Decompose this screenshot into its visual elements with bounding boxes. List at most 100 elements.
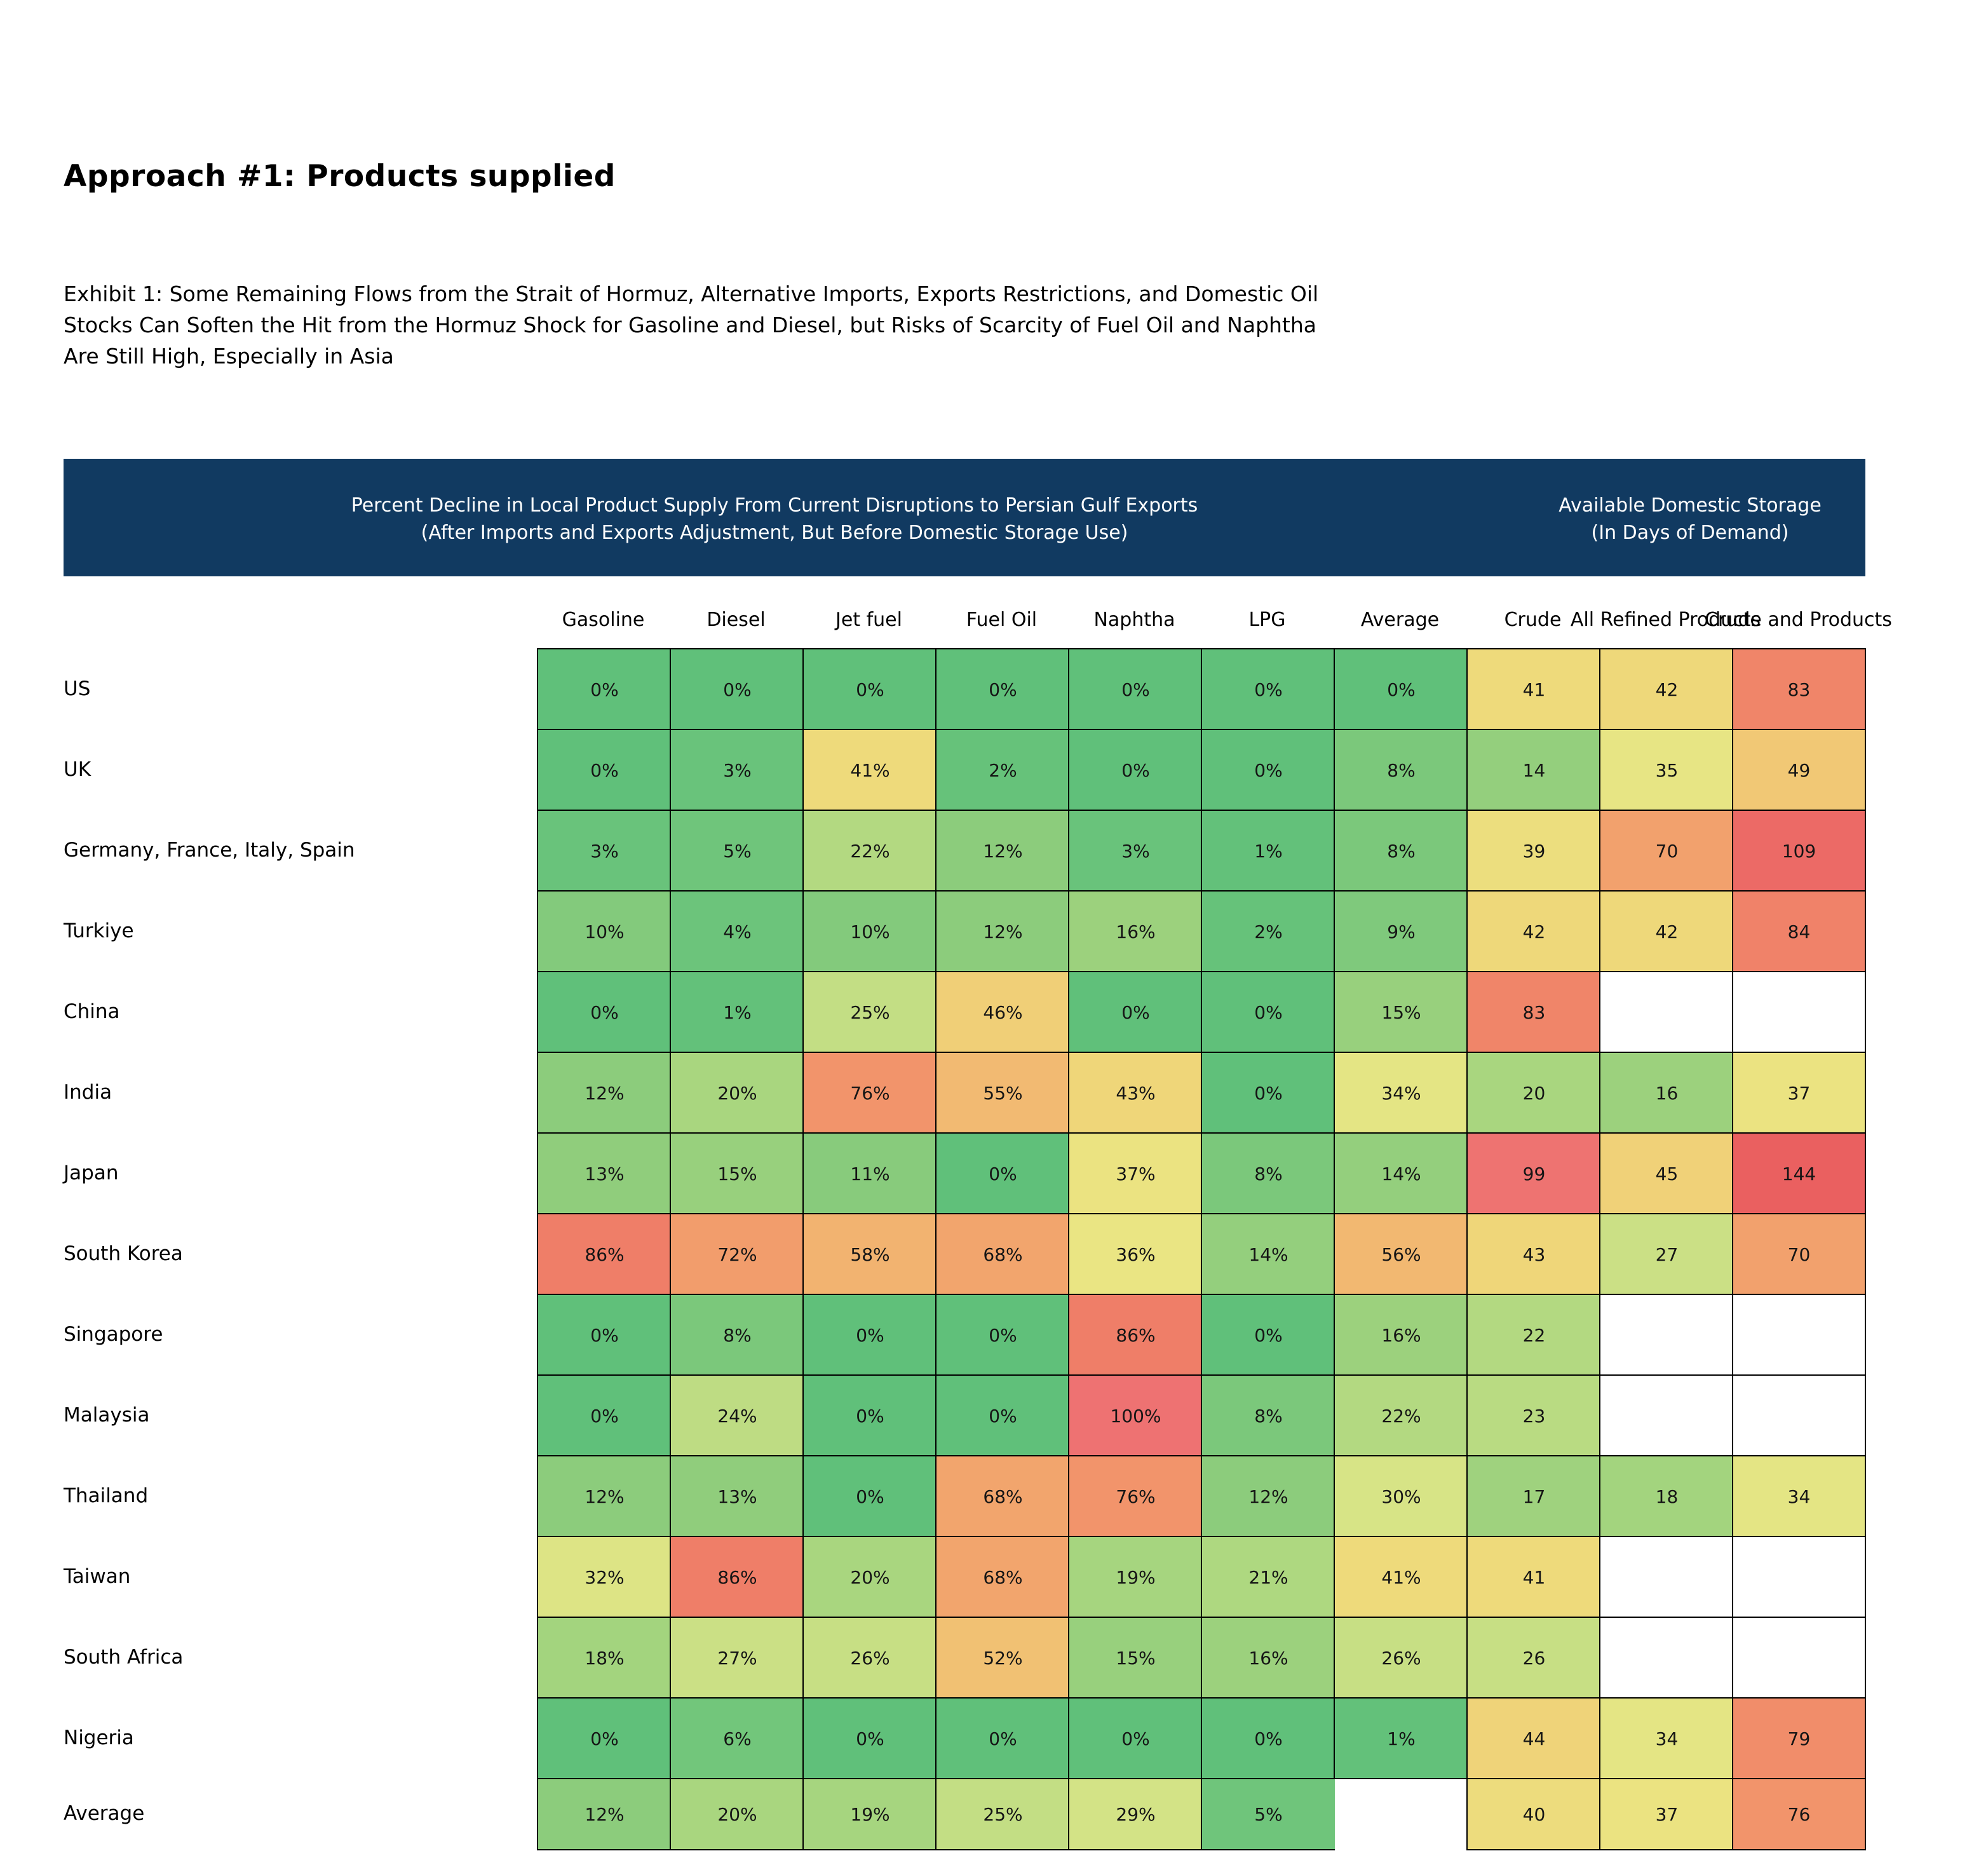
col-header-jet-fuel: Jet fuel	[835, 609, 902, 631]
heatmap-cell: 34	[1599, 1697, 1733, 1779]
heatmap-cell: 0%	[1068, 729, 1202, 811]
heatmap-cell: 16%	[1334, 1294, 1468, 1376]
heatmap-cell: 1%	[1201, 810, 1335, 892]
heatmap-cell	[1599, 971, 1733, 1053]
heatmap-cell: 0%	[1068, 648, 1202, 730]
heatmap-cell: 44	[1466, 1697, 1600, 1779]
heatmap-cell: 13%	[537, 1132, 671, 1214]
heatmap-cell: 41	[1466, 1536, 1600, 1618]
heatmap-cell: 0%	[537, 1374, 671, 1456]
heatmap-cell: 14%	[1201, 1213, 1335, 1295]
col-header-diesel: Diesel	[707, 609, 766, 631]
heatmap-cell	[1599, 1536, 1733, 1618]
header-banner: Percent Decline in Local Product Supply …	[64, 459, 1865, 576]
heatmap-cell: 144	[1732, 1132, 1866, 1214]
heatmap-cell: 26%	[802, 1617, 937, 1699]
heatmap-cell: 42	[1466, 890, 1600, 972]
heatmap-cell: 68%	[935, 1455, 1069, 1537]
heatmap-cell: 12%	[935, 810, 1069, 892]
heatmap-cell: 1%	[670, 971, 804, 1053]
heatmap-cell: 0%	[537, 729, 671, 811]
heatmap-cell: 26	[1466, 1617, 1600, 1699]
heatmap-cell: 12%	[935, 890, 1069, 972]
heatmap-cell: 0%	[935, 1294, 1069, 1376]
col-header-gasoline: Gasoline	[562, 609, 645, 631]
exhibit-subtitle-line-1: Exhibit 1: Some Remaining Flows from the…	[64, 281, 1319, 306]
banner-percent-decline-title: Percent Decline in Local Product Supply …	[351, 492, 1198, 546]
row-label-india: India	[64, 1080, 112, 1104]
row-label-turkiye: Turkiye	[64, 919, 134, 942]
heatmap-cell: 70	[1599, 810, 1733, 892]
heatmap-cell: 0%	[1068, 1697, 1202, 1779]
heatmap-cell: 12%	[537, 1778, 671, 1850]
heatmap-cell: 83	[1732, 648, 1866, 730]
heatmap-cell: 45	[1599, 1132, 1733, 1214]
heatmap-cell: 0%	[802, 1374, 937, 1456]
heatmap-cell: 25%	[935, 1778, 1069, 1850]
heatmap-cell: 0%	[935, 1374, 1069, 1456]
heatmap-cell: 3%	[670, 729, 804, 811]
exhibit-subtitle-line-2: Stocks Can Soften the Hit from the Hormu…	[64, 313, 1317, 337]
heatmap-cell: 1%	[1334, 1697, 1468, 1779]
heatmap-cell: 0%	[802, 1455, 937, 1537]
heatmap-cell: 20%	[670, 1052, 804, 1134]
row-label-taiwan: Taiwan	[64, 1564, 131, 1588]
row-label-thailand: Thailand	[64, 1484, 149, 1507]
heatmap-cell: 0%	[670, 648, 804, 730]
heatmap-cell: 16%	[1201, 1617, 1335, 1699]
heatmap-cell: 8%	[1201, 1132, 1335, 1214]
heatmap-cell: 83	[1466, 971, 1600, 1053]
banner-percent-decline-line-2: (After Imports and Exports Adjustment, B…	[421, 522, 1128, 544]
banner-storage-title: Available Domestic Storage (In Days of D…	[1559, 492, 1822, 546]
heatmap-cell	[1732, 1536, 1866, 1618]
heatmap-cell: 25%	[802, 971, 937, 1053]
heatmap-cell: 0%	[537, 1697, 671, 1779]
heatmap-cell: 3%	[1068, 810, 1202, 892]
heatmap-cell	[1732, 1617, 1866, 1699]
heatmap-cell: 42	[1599, 890, 1733, 972]
heatmap-cell: 42	[1599, 648, 1733, 730]
heatmap-cell: 0%	[1201, 729, 1335, 811]
heatmap-cell: 0%	[537, 648, 671, 730]
heatmap-cell: 0%	[1201, 971, 1335, 1053]
heatmap-cell: 86%	[537, 1213, 671, 1295]
heatmap-cell: 19%	[802, 1778, 937, 1850]
heatmap-cell: 29%	[1068, 1778, 1202, 1850]
heatmap-cell: 8%	[1201, 1374, 1335, 1456]
heatmap-cell: 0%	[1201, 648, 1335, 730]
page-title: Approach #1: Products supplied	[64, 159, 616, 194]
heatmap-cell: 72%	[670, 1213, 804, 1295]
heatmap-cell: 18%	[537, 1617, 671, 1699]
heatmap-cell: 20%	[670, 1778, 804, 1850]
heatmap-cell: 14	[1466, 729, 1600, 811]
heatmap-cell: 5%	[670, 810, 804, 892]
heatmap-cell: 32%	[537, 1536, 671, 1618]
heatmap-cell: 0%	[1201, 1697, 1335, 1779]
heatmap-cell: 8%	[670, 1294, 804, 1376]
heatmap-cell: 27%	[670, 1617, 804, 1699]
heatmap-cell: 20%	[802, 1536, 937, 1618]
heatmap-cell: 6%	[670, 1697, 804, 1779]
col-header-naphtha: Naphtha	[1093, 609, 1175, 631]
heatmap-cell: 55%	[935, 1052, 1069, 1134]
heatmap-cell: 0%	[802, 648, 937, 730]
heatmap-cell: 70	[1732, 1213, 1866, 1295]
heatmap-cell: 0%	[1201, 1052, 1335, 1134]
heatmap-cell	[1599, 1294, 1733, 1376]
heatmap-cell: 79	[1732, 1697, 1866, 1779]
heatmap-cell: 24%	[670, 1374, 804, 1456]
row-label-uk: UK	[64, 757, 91, 781]
row-label-us: US	[64, 677, 91, 700]
heatmap-cell: 2%	[1201, 890, 1335, 972]
heatmap-cell: 76%	[1068, 1455, 1202, 1537]
exhibit-subtitle-line-3: Are Still High, Especially in Asia	[64, 344, 394, 369]
heatmap-cell: 37%	[1068, 1132, 1202, 1214]
col-header-fuel-oil: Fuel Oil	[966, 609, 1038, 631]
heatmap-cell: 21%	[1201, 1536, 1335, 1618]
heatmap-cell: 34	[1732, 1455, 1866, 1537]
heatmap-cell	[1732, 971, 1866, 1053]
col-header-crude: Crude	[1504, 609, 1562, 631]
heatmap-cell: 20	[1466, 1052, 1600, 1134]
heatmap-cell: 8%	[1334, 729, 1468, 811]
heatmap-cell: 58%	[802, 1213, 937, 1295]
